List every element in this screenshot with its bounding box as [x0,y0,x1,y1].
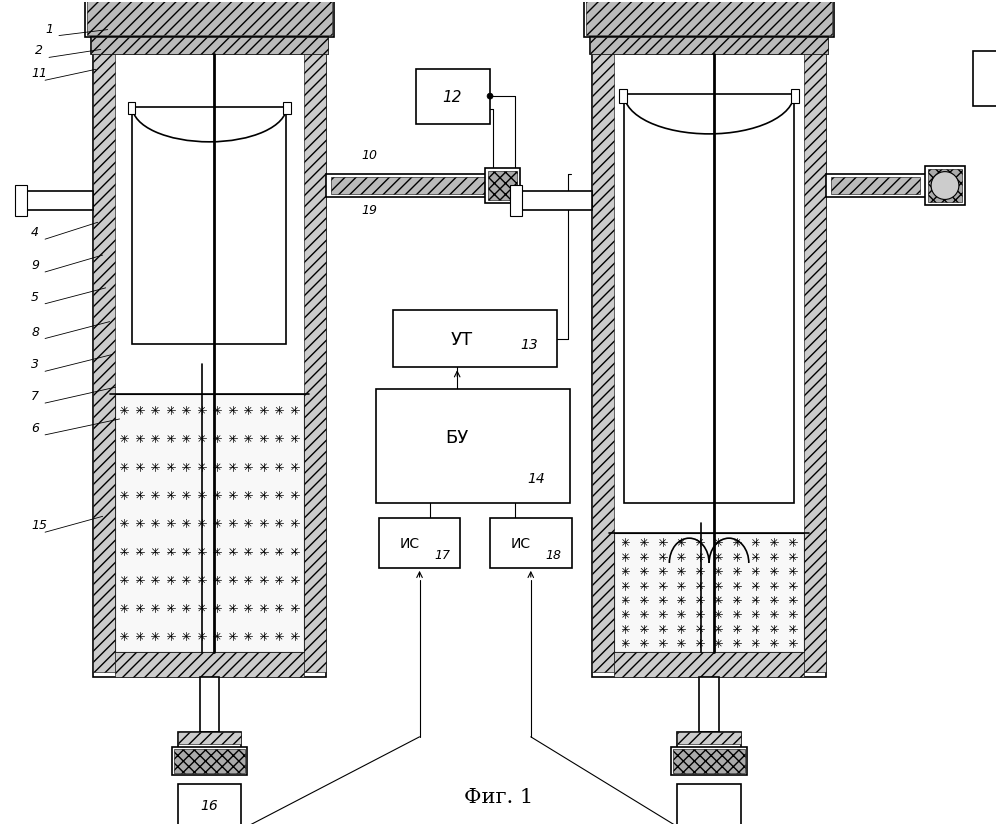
Text: 11: 11 [31,67,47,80]
Bar [673,748,745,772]
Circle shape [931,172,959,200]
Text: 1: 1 [45,22,53,36]
Bar [677,732,741,767]
Bar [379,519,461,568]
Bar [928,170,962,203]
Bar [376,390,569,504]
Bar [590,37,828,55]
Bar [592,37,826,677]
Bar [305,42,326,672]
Bar [614,533,804,653]
Bar [517,191,592,211]
Text: Фиг. 1: Фиг. 1 [465,787,533,806]
Bar [331,177,486,195]
Bar [326,174,500,198]
Bar [133,108,287,345]
Bar [619,90,627,104]
Bar [174,748,245,772]
Text: БУ: БУ [446,428,469,447]
Bar [87,2,332,36]
Bar [509,185,521,217]
Text: 9: 9 [31,259,39,271]
Bar [115,653,305,677]
Bar [15,185,27,217]
Circle shape [488,94,494,100]
Bar [85,0,334,37]
Bar [93,37,326,677]
Text: 4: 4 [31,226,39,239]
Bar [925,166,965,206]
Bar [93,42,115,672]
Text: 8: 8 [31,325,39,338]
Text: 16: 16 [201,798,219,812]
Bar [791,90,799,104]
Text: 5: 5 [31,290,39,304]
Bar [584,0,834,37]
Text: 7: 7 [31,390,39,403]
Bar [128,103,136,115]
Bar [671,747,747,775]
Text: 19: 19 [361,204,377,217]
Text: УТ: УТ [451,330,473,348]
Bar [200,677,220,732]
Bar [284,103,292,115]
Text: ИС: ИС [510,537,531,551]
Text: 6: 6 [31,422,39,434]
Bar [804,42,826,672]
Text: 15: 15 [31,519,47,532]
Bar [178,732,241,743]
Bar [973,52,999,107]
Bar [91,37,328,55]
Bar [172,747,247,775]
Text: ИС: ИС [400,537,420,551]
Bar [826,174,935,198]
Text: 10: 10 [361,149,377,161]
Bar [491,519,571,568]
Bar [23,191,93,211]
Text: 18: 18 [545,547,561,561]
Bar [677,785,741,826]
Bar [699,677,719,732]
Text: 12: 12 [443,89,463,104]
Text: 2: 2 [35,45,43,57]
Bar [178,732,241,767]
Bar [489,171,516,201]
Text: 14: 14 [527,471,545,485]
Bar [115,394,305,653]
Bar [614,653,804,677]
Bar [91,37,328,55]
Text: 3: 3 [31,358,39,370]
Bar [586,2,832,36]
Bar [178,785,241,826]
Bar [393,310,556,368]
Bar [677,732,741,743]
Text: 17: 17 [435,547,451,561]
Bar [624,95,794,504]
Bar [486,169,519,204]
Bar [590,37,828,55]
Bar [416,70,491,125]
Bar [592,42,614,672]
Bar [831,177,920,195]
Text: 13: 13 [519,338,537,351]
